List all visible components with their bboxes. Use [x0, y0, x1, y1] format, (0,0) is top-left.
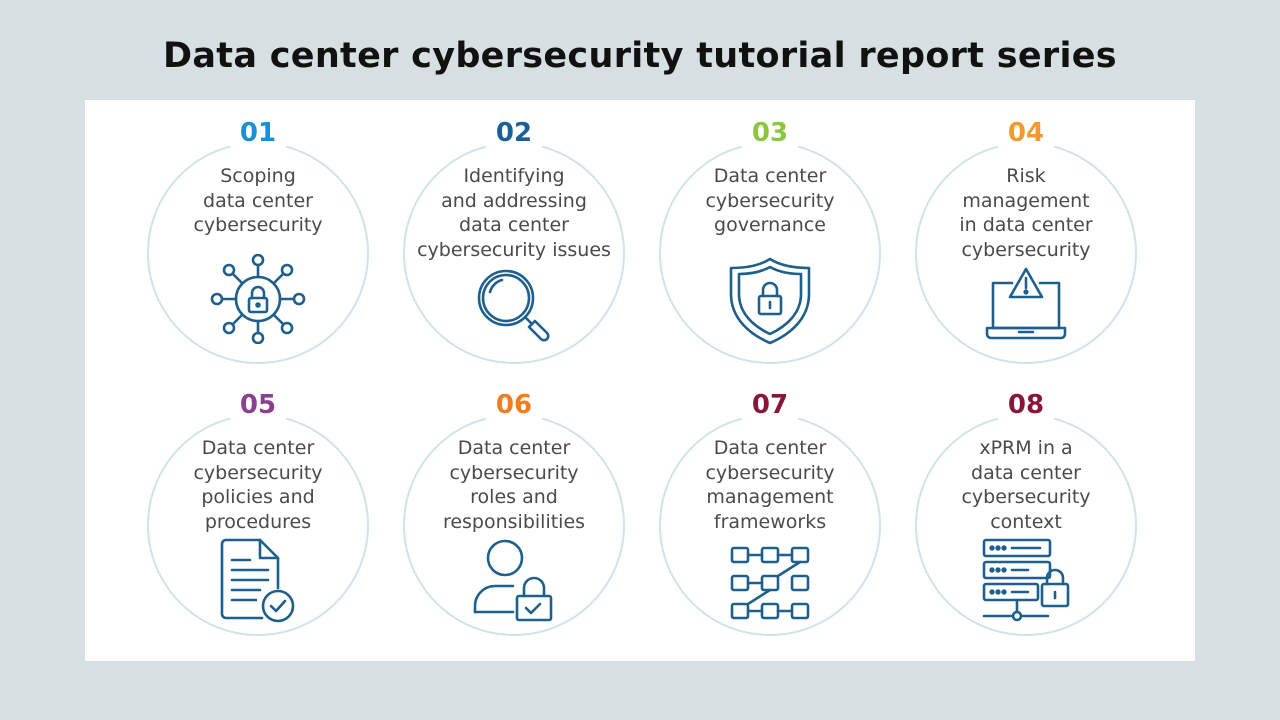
item-label: Data center cybersecurity roles and respons…	[442, 437, 586, 533]
shield-lock-icon	[727, 256, 813, 346]
item-label: Scoping data center cybersecurity	[193, 165, 323, 236]
server-lock-icon	[982, 538, 1070, 624]
item-06: 06 Data center cybersecurity roles and resp…	[403, 390, 625, 636]
item-label: Data center cybersecurity management framew…	[705, 437, 835, 533]
item-07: 07 Data center cybersecurity management fra…	[659, 390, 881, 636]
item-number: 01	[229, 118, 287, 148]
item-label: Data center cybersecurity governance	[705, 165, 835, 236]
item-label: Data center cybersecurity policies and proc…	[193, 437, 323, 533]
item-04: 04 Risk management in data center cybersecu…	[915, 118, 1137, 364]
laptop-warning-icon	[983, 266, 1069, 342]
item-label: Risk management in data center cybersecurit…	[959, 165, 1093, 261]
item-05: 05 Data center cybersecurity policies and p…	[147, 390, 369, 636]
item-08: 08 xPRM in a data center cybersecurity cont…	[915, 390, 1137, 636]
item-label: xPRM in a data center cybersecurity context	[961, 437, 1091, 533]
item-number: 06	[485, 390, 543, 420]
item-number: 07	[741, 390, 799, 420]
item-number: 04	[997, 118, 1055, 148]
page-title: Data center cybersecurity tutorial repor…	[163, 36, 1117, 76]
document-check-icon	[218, 538, 298, 624]
item-number: 08	[997, 390, 1055, 420]
item-number: 05	[229, 390, 287, 420]
network-lock-icon	[208, 254, 308, 344]
framework-grid-icon	[730, 546, 810, 620]
magnifier-icon	[474, 268, 554, 344]
item-02: 02 Identifying and addressing data center c…	[403, 118, 625, 364]
item-label: Identifying and addressing data center cybe…	[417, 165, 611, 261]
item-number: 03	[741, 118, 799, 148]
item-01: 01 Scoping data center cybersecurity	[147, 118, 369, 364]
user-lock-icon	[471, 538, 557, 624]
item-03: 03 Data center cybersecurity governance	[659, 118, 881, 364]
item-number: 02	[485, 118, 543, 148]
content-panel: 01 Scoping data center cybersecurity 0	[85, 100, 1195, 661]
